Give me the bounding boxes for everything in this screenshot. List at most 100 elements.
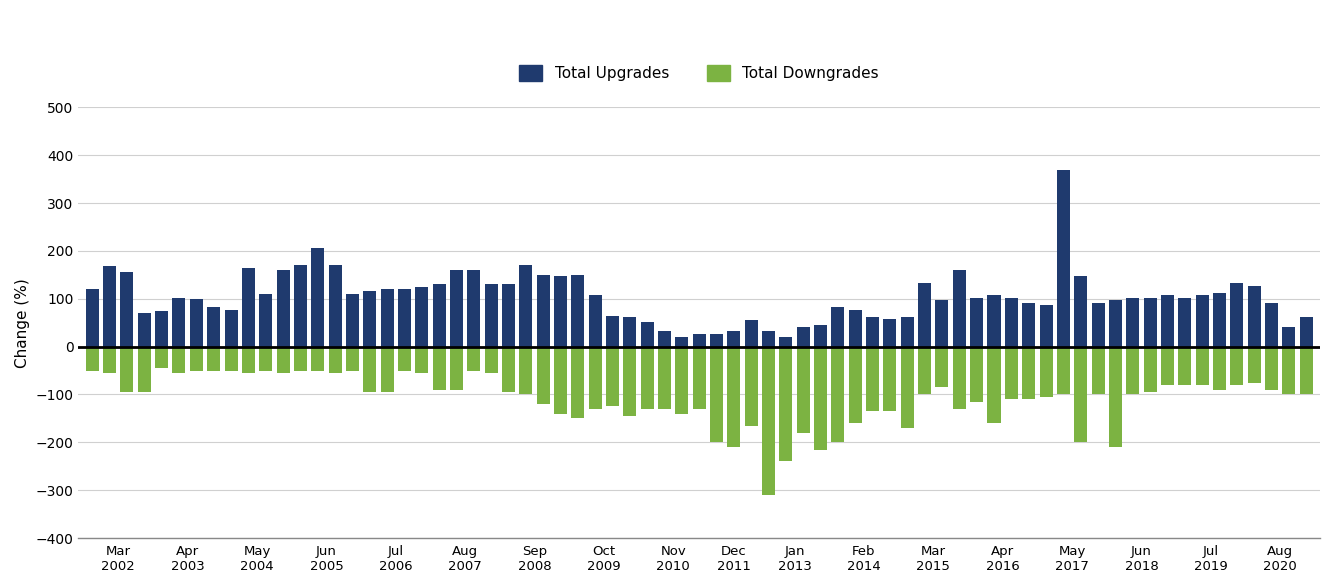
Bar <box>1179 298 1191 347</box>
Bar <box>884 319 897 347</box>
Bar <box>676 347 689 413</box>
Bar <box>1109 300 1121 347</box>
Bar <box>519 265 533 347</box>
Bar <box>450 270 463 347</box>
Bar <box>1040 305 1052 347</box>
Bar <box>589 295 602 347</box>
Bar <box>606 347 619 406</box>
Bar <box>866 317 880 347</box>
Bar <box>762 347 776 495</box>
Bar <box>346 347 359 370</box>
Bar <box>311 248 324 347</box>
Bar <box>1057 347 1069 395</box>
Bar <box>294 347 307 370</box>
Bar <box>328 265 342 347</box>
Bar <box>641 322 654 347</box>
Bar <box>866 347 880 411</box>
Bar <box>988 295 1000 347</box>
Bar <box>901 317 913 347</box>
Bar <box>103 266 116 347</box>
Bar <box>1231 347 1243 385</box>
Bar <box>641 347 654 409</box>
Bar <box>571 347 585 419</box>
Bar <box>207 347 220 370</box>
Bar <box>276 347 290 373</box>
Bar <box>328 347 342 373</box>
Bar <box>502 284 515 347</box>
Bar <box>797 326 810 347</box>
Bar <box>1196 347 1208 385</box>
Bar <box>1092 303 1104 347</box>
Bar <box>745 347 758 426</box>
Bar <box>589 347 602 409</box>
Bar <box>710 347 724 442</box>
Bar <box>676 337 689 347</box>
Bar <box>1196 295 1208 347</box>
Bar <box>936 347 948 387</box>
Bar <box>380 347 394 392</box>
Bar <box>1075 276 1087 347</box>
Bar <box>398 347 411 370</box>
Bar <box>415 287 429 347</box>
Bar <box>103 347 116 373</box>
Bar <box>832 308 845 347</box>
Bar <box>1283 326 1295 347</box>
Bar <box>710 334 724 347</box>
Bar <box>294 265 307 347</box>
Bar <box>1266 347 1278 390</box>
Bar <box>1057 169 1069 347</box>
Bar <box>623 347 637 416</box>
Bar <box>1075 347 1087 442</box>
Bar <box>433 347 446 390</box>
Bar <box>936 300 948 347</box>
Bar <box>623 317 637 347</box>
Bar <box>901 347 913 428</box>
Bar <box>988 347 1000 423</box>
Bar <box>1127 298 1139 347</box>
Bar <box>450 347 463 390</box>
Bar <box>1005 298 1017 347</box>
Bar <box>1040 347 1052 397</box>
Bar <box>346 294 359 347</box>
Bar <box>467 270 481 347</box>
Bar <box>485 285 498 347</box>
Y-axis label: Change (%): Change (%) <box>15 278 29 368</box>
Bar <box>971 347 983 402</box>
Bar <box>728 331 741 347</box>
Bar <box>1023 303 1035 347</box>
Bar <box>485 347 498 373</box>
Bar <box>190 299 203 347</box>
Bar <box>276 270 290 347</box>
Bar <box>832 347 845 442</box>
Bar <box>1127 347 1139 395</box>
Bar <box>398 289 411 347</box>
Bar <box>537 347 550 404</box>
Bar <box>762 331 776 347</box>
Bar <box>415 347 429 373</box>
Bar <box>780 337 793 347</box>
Bar <box>1283 347 1295 395</box>
Bar <box>1248 347 1260 383</box>
Bar <box>571 275 585 347</box>
Bar <box>363 347 376 392</box>
Bar <box>138 313 151 347</box>
Bar <box>224 310 238 347</box>
Bar <box>606 316 619 347</box>
Bar <box>1144 298 1156 347</box>
Bar <box>1161 347 1173 385</box>
Bar <box>1161 295 1173 347</box>
Bar <box>1005 347 1017 399</box>
Bar <box>172 298 186 347</box>
Bar <box>363 291 376 347</box>
Bar <box>745 320 758 347</box>
Bar <box>953 347 965 409</box>
Bar <box>519 347 533 395</box>
Bar <box>259 347 272 370</box>
Bar <box>85 347 99 370</box>
Bar <box>918 283 930 347</box>
Bar <box>814 347 828 450</box>
Bar <box>242 268 255 347</box>
Bar <box>849 310 862 347</box>
Bar <box>172 347 186 373</box>
Bar <box>953 270 965 347</box>
